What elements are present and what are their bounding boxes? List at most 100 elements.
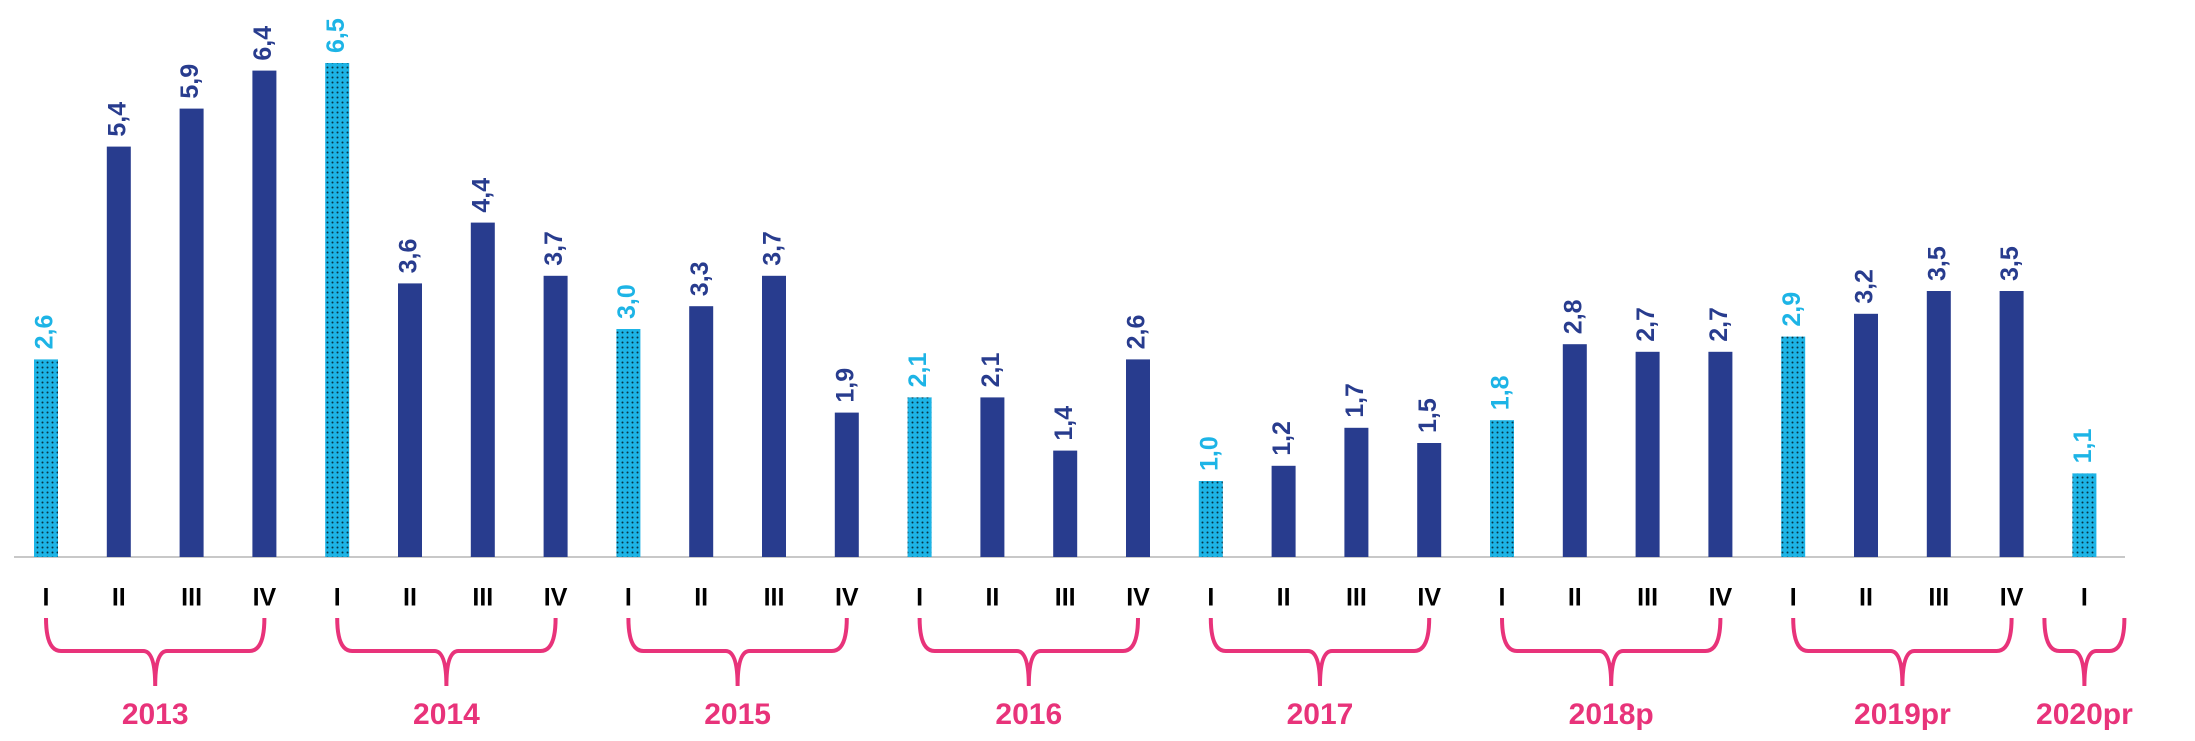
x-tick-label: I [1790, 584, 1797, 612]
x-tick-label: I [2081, 584, 2088, 612]
bar-pattern [2072, 473, 2097, 557]
x-tick-label: IV [1126, 584, 1150, 612]
x-tick-label: IV [1709, 584, 1733, 612]
bar [1708, 351, 1733, 557]
value-label: 2,1 [904, 353, 932, 388]
bar [398, 283, 422, 557]
bar-pattern [907, 397, 932, 557]
value-label: 2,7 [1705, 307, 1733, 342]
bar [1271, 465, 1296, 557]
value-label: 1,4 [1050, 406, 1078, 441]
bar [1417, 443, 1442, 557]
value-label: 1,7 [1341, 383, 1369, 418]
group-label: 2017 [1287, 698, 1354, 731]
x-tick-label: IV [544, 584, 568, 612]
x-tick-label: III [764, 584, 785, 612]
x-tick-label: III [1346, 584, 1367, 612]
x-tick-label: II [403, 584, 417, 612]
x-tick-label: II [985, 584, 999, 612]
x-tick-label: III [1928, 584, 1949, 612]
value-label: 2,8 [1559, 299, 1587, 334]
x-tick-label: I [1499, 584, 1506, 612]
bar [106, 146, 131, 557]
bar-pattern [1490, 420, 1514, 557]
value-label: 2,7 [1632, 307, 1660, 342]
group-brace [2042, 617, 2127, 687]
x-tick-label: I [1207, 584, 1214, 612]
x-tick-label: IV [1417, 584, 1441, 612]
value-label: 2,1 [977, 353, 1005, 388]
bar [1344, 427, 1369, 557]
x-tick-label: I [916, 584, 923, 612]
x-tick-label: II [1859, 584, 1873, 612]
x-tick-label: IV [2000, 584, 2024, 612]
bar [1635, 351, 1660, 557]
x-tick-label: I [334, 584, 341, 612]
bar-pattern [34, 359, 58, 557]
x-tick-label: II [1568, 584, 1582, 612]
value-label: 1,8 [1487, 375, 1515, 410]
group-brace [626, 617, 849, 687]
x-tick-label: III [1637, 584, 1658, 612]
value-label: 2,9 [1778, 292, 1806, 327]
x-tick-label: III [472, 584, 493, 612]
group-brace [44, 617, 267, 687]
x-tick-label: III [1055, 584, 1076, 612]
value-label: 1,5 [1414, 398, 1442, 433]
group-label: 2013 [122, 698, 189, 731]
group-label: 2019pr [1854, 698, 1951, 731]
value-label: 3,2 [1851, 269, 1879, 304]
bar [762, 275, 786, 557]
value-label: 1,9 [831, 368, 859, 403]
bar [1126, 359, 1150, 557]
x-tick-label: I [625, 584, 632, 612]
x-tick-label: II [112, 584, 126, 612]
value-label: 5,4 [103, 102, 131, 137]
bar [1926, 291, 1951, 557]
x-tick-label: II [694, 584, 708, 612]
value-label: 6,4 [249, 26, 277, 61]
value-label: 1,2 [1268, 421, 1296, 456]
bar [1053, 450, 1078, 557]
value-label: 1,0 [1195, 436, 1223, 471]
value-label: 5,9 [176, 64, 204, 99]
value-label: 3,3 [686, 261, 714, 296]
bar-pattern [325, 63, 350, 557]
bar [1854, 313, 1878, 557]
value-label: 3,0 [613, 284, 641, 319]
bar [834, 412, 859, 557]
value-label: 3,5 [1996, 246, 2024, 281]
value-label: 4,4 [467, 178, 495, 213]
value-label: 2,6 [31, 315, 59, 350]
x-tick-label: I [43, 584, 50, 612]
x-tick-label: IV [835, 584, 859, 612]
group-brace [1208, 617, 1432, 687]
group-brace [1791, 617, 2014, 687]
value-label: 3,7 [540, 231, 568, 266]
group-brace [1500, 617, 1723, 687]
bar [689, 306, 714, 557]
bar [543, 275, 568, 557]
group-brace [917, 617, 1140, 687]
bar-pattern [616, 329, 641, 557]
group-label: 2015 [704, 698, 771, 731]
bar-pattern [1198, 481, 1223, 557]
bar [470, 222, 495, 557]
group-label: 2018p [1569, 698, 1654, 731]
group-label: 2014 [413, 698, 480, 731]
group-brace [335, 617, 558, 687]
value-label: 1,1 [2069, 429, 2097, 464]
value-label: 3,5 [1923, 246, 1951, 281]
group-label: 2020pr [2036, 698, 2133, 731]
bar [1562, 344, 1587, 557]
value-label: 6,5 [322, 18, 350, 53]
bar [252, 70, 277, 557]
value-label: 3,6 [395, 239, 423, 274]
bar [980, 397, 1005, 557]
group-label: 2016 [995, 698, 1062, 731]
value-label: 2,6 [1123, 315, 1151, 350]
bar-pattern [1781, 336, 1806, 557]
x-tick-label: II [1277, 584, 1291, 612]
